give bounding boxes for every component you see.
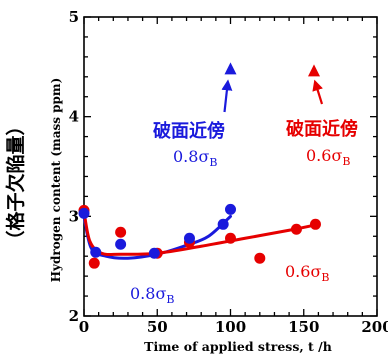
blue-curve-label: 0.8σB (130, 284, 174, 306)
blue-data-point (217, 218, 229, 230)
red-data-point (115, 226, 127, 238)
x-tick-label: 100 (215, 318, 246, 336)
axis-ticks (83, 16, 378, 317)
red-curve-label-sub: B (321, 271, 329, 284)
blue-annotation-value: 0.8σB (173, 147, 217, 169)
red-curve-label-main: 0.6σ (285, 262, 321, 281)
x-tick-label: 200 (361, 318, 388, 336)
red-annotation-value-sub: B (342, 155, 350, 168)
blue-data-point (115, 238, 127, 250)
y-tick-label: 4 (69, 108, 79, 126)
red-annotation-value: 0.6σB (306, 146, 350, 168)
y-axis-label-main-group: Hydrogen content (mass ppm) (49, 78, 63, 283)
red-data-point (254, 252, 266, 264)
red-data-point (225, 232, 236, 244)
y-tick-label: 5 (69, 8, 79, 26)
red-fracture-marker (308, 64, 321, 77)
x-tick-label: 50 (147, 318, 168, 336)
y-axis-label: Hydrogen content (mass ppm) (49, 78, 63, 283)
blue-fracture-marker (224, 62, 237, 75)
fracture-markers (224, 62, 321, 77)
blue-annotation-arrow (221, 79, 233, 113)
red-data-point (88, 257, 100, 269)
y-axis-label-group: （格子欠陥量） (4, 116, 27, 249)
plot-frame (83, 16, 378, 317)
annotation-arrows (221, 79, 324, 113)
x-axis-label: Time of applied stress, t /h (144, 339, 332, 354)
red-data-point (309, 218, 321, 230)
blue-curve-label-main: 0.8σ (130, 284, 166, 303)
red-annotation-jp: 破面近傍 (286, 118, 358, 140)
red-data-point (290, 223, 302, 235)
axis-tick-labels: 0 50 100 150 200 2 3 4 5 (69, 8, 388, 336)
red-curve-label: 0.6σB (285, 262, 329, 284)
blue-data-point (78, 207, 90, 219)
x-tick-label: 150 (288, 318, 319, 336)
blue-data-point (183, 232, 195, 244)
x-tick-label: 0 (79, 318, 89, 336)
y-tick-label: 3 (69, 207, 79, 225)
red-annotation-value-main: 0.6σ (306, 146, 342, 165)
blue-data-point (225, 203, 236, 215)
blue-curve-label-sub: B (166, 293, 174, 306)
blue-data-point (148, 247, 160, 259)
blue-data-point (90, 246, 102, 258)
blue-annotation-value-main: 0.8σ (173, 147, 209, 166)
y-tick-label: 2 (69, 307, 79, 325)
blue-annotation-value-sub: B (209, 156, 217, 169)
blue-annotation-jp: 破面近傍 (153, 120, 225, 142)
red-annotation-arrow (312, 79, 324, 105)
y-axis-label-jp: （格子欠陥量） (4, 116, 27, 249)
data-points (78, 203, 321, 269)
